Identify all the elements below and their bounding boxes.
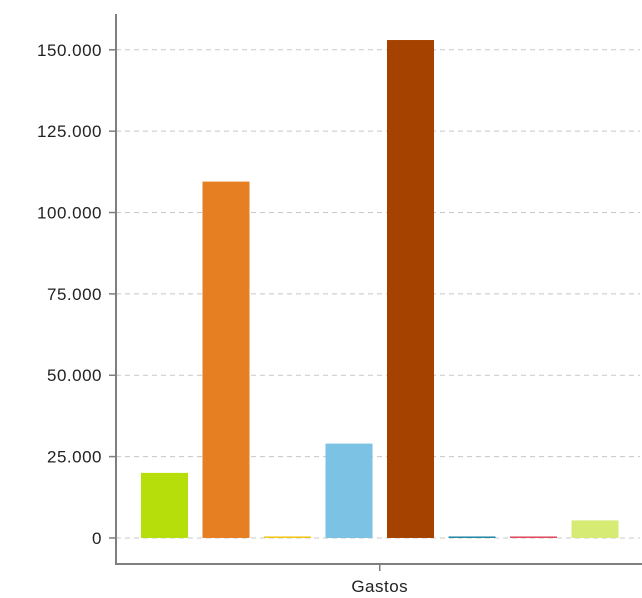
y-tick-label-6: 150.000 bbox=[37, 41, 102, 60]
bar-0 bbox=[141, 472, 188, 538]
bar-7 bbox=[571, 520, 619, 538]
y-tick-label-0: 0 bbox=[92, 529, 102, 548]
x-axis-categories: Gastos bbox=[351, 564, 408, 596]
x-category-label-0: Gastos bbox=[351, 577, 408, 596]
bar-5 bbox=[448, 536, 496, 538]
y-tick-label-2: 50.000 bbox=[47, 366, 102, 385]
y-axis-ticks: 0 25.000 50.000 75.000 100.000 125.000 150.000 bbox=[37, 41, 116, 548]
y-tick-label-5: 125.000 bbox=[37, 122, 102, 141]
bar-6 bbox=[510, 536, 557, 538]
bar-layer bbox=[141, 40, 619, 538]
bar-3 bbox=[325, 443, 373, 538]
y-tick-label-1: 25.000 bbox=[47, 448, 102, 467]
bar-1 bbox=[202, 181, 250, 538]
grid-layer bbox=[116, 49, 640, 539]
bar-2 bbox=[264, 536, 311, 538]
y-tick-label-4: 100.000 bbox=[37, 204, 102, 223]
bar-4 bbox=[387, 40, 434, 538]
y-tick-label-3: 75.000 bbox=[47, 285, 102, 304]
